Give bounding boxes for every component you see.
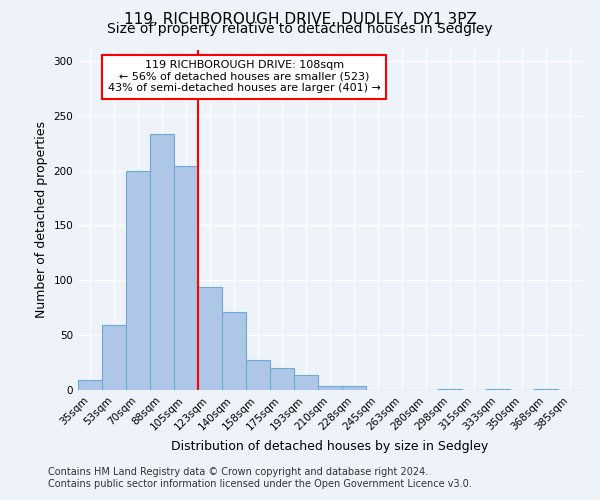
Bar [438,389,462,390]
Bar [534,389,558,390]
Bar [78,380,102,390]
Y-axis label: Number of detached properties: Number of detached properties [35,122,48,318]
Bar [318,386,342,390]
Bar [198,287,222,390]
Text: Size of property relative to detached houses in Sedgley: Size of property relative to detached ho… [107,22,493,36]
Bar [150,134,174,390]
Bar [126,170,150,390]
X-axis label: Distribution of detached houses by size in Sedgley: Distribution of detached houses by size … [172,440,488,453]
Bar [102,326,126,390]
Text: 119, RICHBOROUGH DRIVE, DUDLEY, DY1 3PZ: 119, RICHBOROUGH DRIVE, DUDLEY, DY1 3PZ [124,12,476,28]
Bar [222,312,246,390]
Bar [174,166,198,390]
Bar [342,386,366,390]
Text: 119 RICHBOROUGH DRIVE: 108sqm
← 56% of detached houses are smaller (523)
43% of : 119 RICHBOROUGH DRIVE: 108sqm ← 56% of d… [108,60,381,94]
Text: Contains HM Land Registry data © Crown copyright and database right 2024.
Contai: Contains HM Land Registry data © Crown c… [48,468,472,489]
Bar [486,389,510,390]
Bar [270,368,294,390]
Bar [294,374,318,390]
Bar [246,360,270,390]
